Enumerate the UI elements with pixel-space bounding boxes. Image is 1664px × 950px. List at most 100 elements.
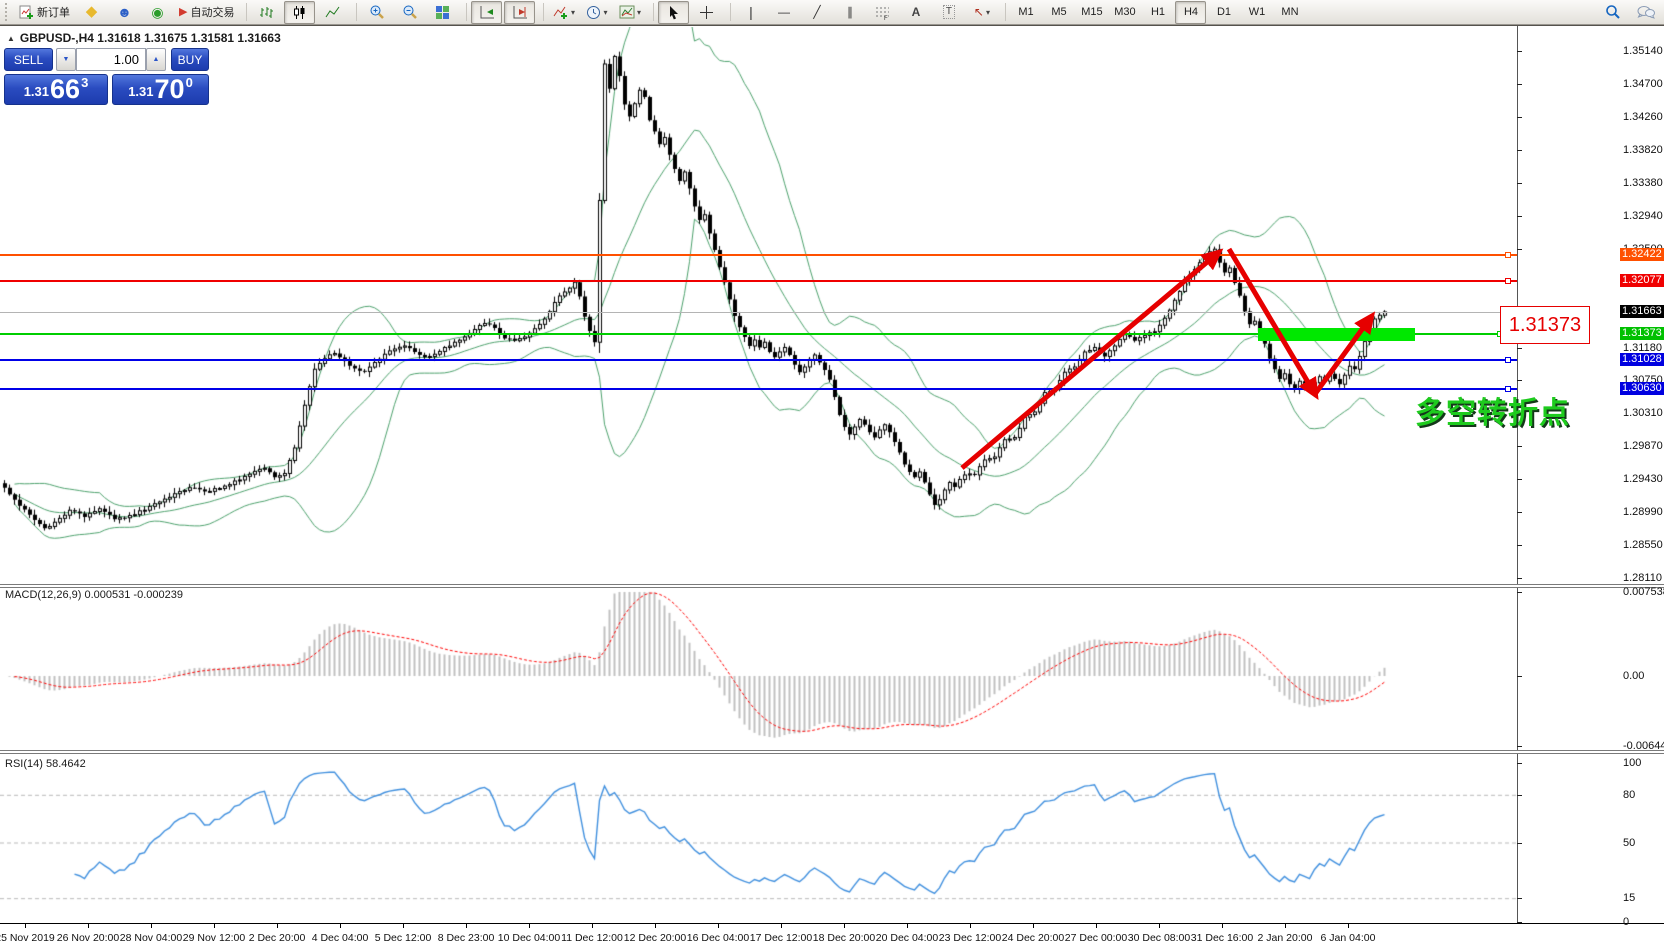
arrow-object-icon: ↖ — [973, 5, 984, 19]
sell-price-bigfigure: 1.31 — [23, 84, 50, 99]
timeframe-h4-button[interactable]: H4 — [1175, 0, 1207, 24]
symbol-ohlc-text: GBPUSD-,H4 1.31618 1.31675 1.31581 1.316… — [19, 31, 281, 45]
periods-button[interactable]: ▾ — [581, 1, 612, 24]
price-axis-label: 1.28990 — [1623, 506, 1663, 518]
timeframe-mn-button[interactable]: MN — [1281, 6, 1299, 18]
axis-tick — [1517, 117, 1522, 118]
bar-chart-button[interactable] — [251, 1, 282, 24]
chart-shift-button[interactable] — [504, 0, 536, 24]
buy-price-button[interactable]: 1.31 70 0 — [112, 74, 209, 105]
templates-button[interactable]: ▾ — [614, 1, 645, 24]
horizontal-level-line[interactable] — [0, 280, 1517, 282]
text-tool[interactable]: A — [900, 1, 931, 24]
line-endpoint-marker[interactable] — [1505, 386, 1511, 392]
date-tick — [88, 924, 89, 928]
turning-point-annotation[interactable]: 多空转折点 — [1415, 397, 1570, 430]
profile-button[interactable]: ☻ — [109, 1, 140, 24]
timeframe-h1-button[interactable]: H1 — [1150, 6, 1165, 18]
toolbar-grip[interactable] — [5, 3, 11, 21]
new-order-button[interactable]: 新订单 — [15, 1, 74, 24]
candle-chart-button[interactable] — [284, 0, 316, 24]
fibonacci-tool[interactable]: F — [867, 1, 898, 24]
price-level-tag: 1.30630 — [1620, 382, 1664, 395]
price-chart-canvas[interactable] — [0, 27, 1517, 584]
sell-button[interactable]: SELL — [4, 48, 53, 71]
autotrading-label: 自动交易 — [190, 7, 235, 19]
axis-tick — [1517, 216, 1522, 217]
timeframe-m1-button[interactable]: M1 — [1018, 6, 1034, 18]
timeframe-m5-button[interactable]: M5 — [1051, 6, 1067, 18]
sell-price-button[interactable]: 1.31 66 3 — [4, 74, 108, 105]
date-tick — [214, 924, 215, 928]
line-chart-button[interactable] — [317, 1, 348, 24]
price-level-tag: 1.31373 — [1620, 327, 1664, 340]
timeframe-d1-button[interactable]: D1 — [1216, 6, 1231, 18]
toolbar-separator — [537, 3, 545, 21]
support-zone-rectangle[interactable] — [1258, 328, 1415, 341]
macd-rsi-splitter[interactable] — [0, 750, 1664, 754]
axis-tick — [1517, 676, 1522, 677]
date-axis-label: 12 Dec 20:00 — [623, 932, 687, 944]
volume-decrease-button[interactable]: ▼ — [56, 48, 76, 71]
metaeditor-button[interactable]: ◆ — [76, 1, 107, 24]
text-label-tool[interactable]: T — [933, 1, 964, 24]
cursor-button[interactable] — [658, 0, 690, 24]
date-tick — [1285, 924, 1286, 928]
autotrading-button[interactable]: ▶ 自动交易 — [175, 1, 238, 24]
crosshair-button[interactable] — [691, 1, 722, 24]
volume-increase-button[interactable]: ▲ — [146, 48, 166, 71]
vertical-line-icon: | — [749, 4, 753, 20]
timeframe-m15-button[interactable]: M15 — [1081, 6, 1103, 18]
date-axis-border — [0, 923, 1664, 924]
price-axis-label: 1.35140 — [1623, 45, 1663, 57]
buy-button[interactable]: BUY — [171, 48, 209, 71]
axis-tick — [1517, 183, 1522, 184]
zoom-in-button[interactable] — [361, 1, 392, 24]
line-endpoint-marker[interactable] — [1505, 278, 1511, 284]
horizontal-level-line[interactable] — [0, 333, 1517, 335]
date-axis-label: 2 Jan 20:00 — [1257, 932, 1313, 944]
zoom-out-button[interactable] — [394, 1, 425, 24]
price-axis-label: 1.28110 — [1623, 572, 1662, 584]
signals-button[interactable]: ◉ — [142, 1, 173, 24]
price-axis-label: 1.28550 — [1623, 539, 1663, 551]
search-button[interactable] — [1597, 1, 1628, 24]
new-order-label: 新订单 — [37, 7, 70, 19]
horizontal-level-line[interactable] — [0, 254, 1517, 256]
date-tick — [655, 924, 656, 928]
cursor-icon — [667, 5, 680, 20]
templates-icon — [619, 5, 635, 20]
toolbar-separator — [350, 3, 358, 21]
horizontal-level-line[interactable] — [0, 388, 1517, 390]
line-endpoint-marker[interactable] — [1505, 252, 1511, 258]
indicators-button[interactable]: ▾ — [548, 1, 579, 24]
chat-button[interactable] — [1630, 1, 1661, 24]
volume-input[interactable]: 1.00 — [76, 48, 146, 71]
tile-windows-button[interactable] — [427, 1, 458, 24]
vertical-line-tool[interactable]: | — [735, 1, 766, 24]
indicators-dropdown-icon: ▾ — [570, 7, 575, 17]
horizontal-line-tool[interactable]: — — [768, 1, 799, 24]
date-axis-label: 26 Nov 20:00 — [56, 932, 120, 944]
channel-tool[interactable]: ∥ — [834, 1, 865, 24]
trendline-tool[interactable]: ╱ — [801, 1, 832, 24]
chart-shift-icon — [512, 5, 528, 20]
auto-scroll-button[interactable] — [471, 0, 503, 24]
macd-indicator-canvas[interactable] — [0, 589, 1517, 749]
timeframe-m30-button[interactable]: M30 — [1114, 6, 1136, 18]
rsi-indicator-canvas[interactable] — [0, 756, 1517, 924]
chart-macd-splitter[interactable] — [0, 584, 1664, 588]
horizontal-level-line[interactable] — [0, 359, 1517, 361]
price-level-tag: 1.31663 — [1620, 305, 1664, 318]
one-click-collapse-icon[interactable]: ▲ — [7, 33, 15, 43]
macd-axis-label: -0.006446 — [1623, 740, 1664, 752]
price-axis-border — [1517, 26, 1518, 923]
arrows-tool[interactable]: ↖ ▾ — [966, 1, 997, 24]
line-endpoint-marker[interactable] — [1505, 357, 1511, 363]
timeframe-w1-button[interactable]: W1 — [1248, 6, 1266, 18]
person-icon: ☻ — [117, 4, 132, 20]
price-callout-label[interactable]: 1.31373 — [1500, 306, 1590, 344]
date-axis-label: 30 Dec 08:00 — [1127, 932, 1191, 944]
candlestick-chart-icon — [292, 5, 307, 20]
